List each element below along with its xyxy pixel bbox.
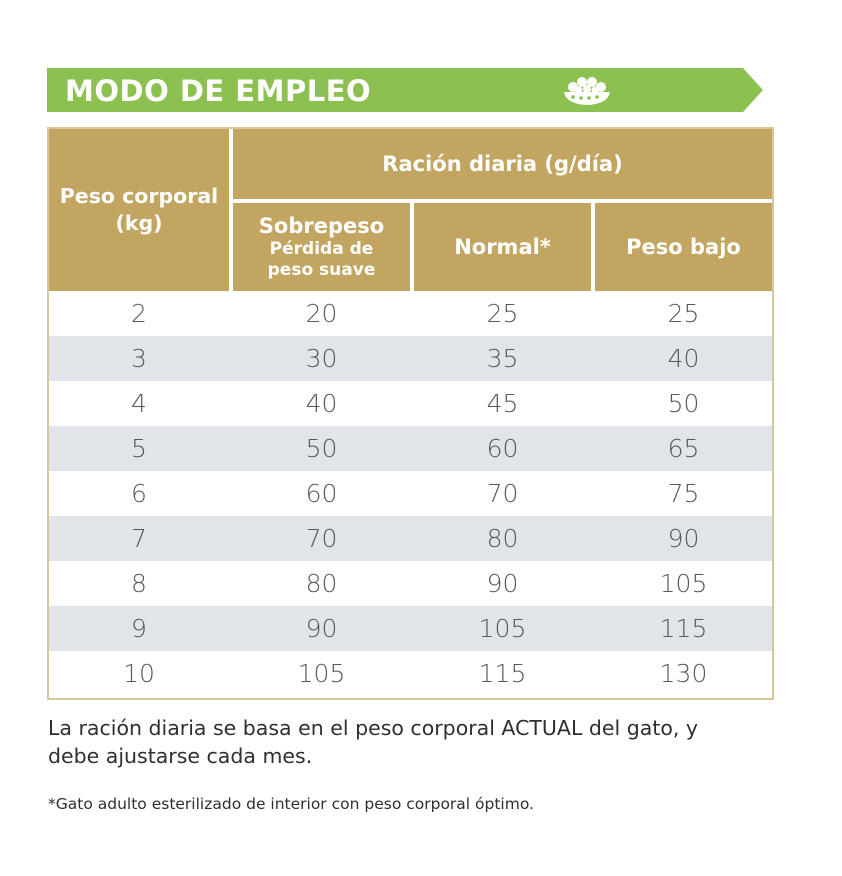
cell-underweight: 40 — [667, 344, 700, 373]
table-row: 10 105 115 130 — [49, 651, 772, 696]
cell-normal: 115 — [478, 659, 527, 688]
cell-overweight: 20 — [305, 299, 338, 328]
feeding-table: Peso corporal (kg) Ración diaria (g/día)… — [47, 127, 774, 700]
cell-normal: 35 — [486, 344, 519, 373]
header-divider — [410, 203, 414, 291]
cell-underweight: 105 — [659, 569, 708, 598]
cell-normal: 90 — [486, 569, 519, 598]
cell-overweight: 70 — [305, 524, 338, 553]
underweight-header: Peso bajo — [626, 235, 741, 259]
cell-underweight: 75 — [667, 479, 700, 508]
cell-normal: 70 — [486, 479, 519, 508]
cell-weight: 8 — [131, 569, 147, 598]
cell-overweight: 80 — [305, 569, 338, 598]
cell-normal: 45 — [486, 389, 519, 418]
table-header: Peso corporal (kg) Ración diaria (g/día)… — [49, 129, 772, 291]
overweight-sublabel: Pérdida de peso suave — [267, 239, 376, 280]
section-banner: MODO DE EMPLEO — [47, 68, 763, 112]
cell-overweight: 90 — [305, 614, 338, 643]
table-row: 3 30 35 40 — [49, 336, 772, 381]
cell-weight: 5 — [131, 434, 147, 463]
header-divider — [229, 129, 233, 291]
footnote: *Gato adulto esterilizado de interior co… — [48, 795, 534, 813]
table-body: 2 20 25 25 3 30 35 40 4 40 45 50 5 50 60 65 6 60 70 75 7 70 80… — [49, 291, 772, 696]
table-row: 8 80 90 105 — [49, 561, 772, 606]
cell-overweight: 40 — [305, 389, 338, 418]
daily-ration-note: La ración diaria se basa en el peso corp… — [48, 716, 699, 768]
header-divider — [591, 203, 595, 291]
table-row: 5 50 60 65 — [49, 426, 772, 471]
cell-normal: 25 — [486, 299, 519, 328]
table-row: 7 70 80 90 — [49, 516, 772, 561]
ration-header: Ración diaria (g/día) — [382, 152, 623, 176]
table-row: 4 40 45 50 — [49, 381, 772, 426]
cell-overweight: 105 — [297, 659, 346, 688]
cell-overweight: 30 — [305, 344, 338, 373]
cell-underweight: 90 — [667, 524, 700, 553]
food-bowl-icon — [564, 77, 610, 105]
cell-normal: 105 — [478, 614, 527, 643]
table-row: 2 20 25 25 — [49, 291, 772, 336]
table-row: 9 90 105 115 — [49, 606, 772, 651]
cell-weight: 9 — [131, 614, 147, 643]
overweight-label: Sobrepeso — [258, 214, 385, 238]
cell-normal: 60 — [486, 434, 519, 463]
cell-weight: 6 — [131, 479, 147, 508]
cell-underweight: 50 — [667, 389, 700, 418]
cell-weight: 10 — [123, 659, 155, 688]
normal-header: Normal* — [454, 235, 551, 259]
cell-underweight: 25 — [667, 299, 700, 328]
cell-underweight: 65 — [667, 434, 700, 463]
cell-underweight: 115 — [659, 614, 708, 643]
cell-weight: 7 — [131, 524, 147, 553]
weight-header: Peso corporal (kg) — [59, 184, 219, 235]
cell-weight: 4 — [131, 389, 147, 418]
cell-underweight: 130 — [659, 659, 708, 688]
header-divider — [233, 199, 772, 203]
table-row: 6 60 70 75 — [49, 471, 772, 516]
cell-weight: 3 — [131, 344, 147, 373]
cell-normal: 80 — [486, 524, 519, 553]
cell-overweight: 60 — [305, 479, 338, 508]
cell-overweight: 50 — [305, 434, 338, 463]
cell-weight: 2 — [131, 299, 147, 328]
overweight-header: Sobrepeso Pérdida de peso suave — [233, 203, 410, 291]
section-title: MODO DE EMPLEO — [65, 74, 372, 108]
